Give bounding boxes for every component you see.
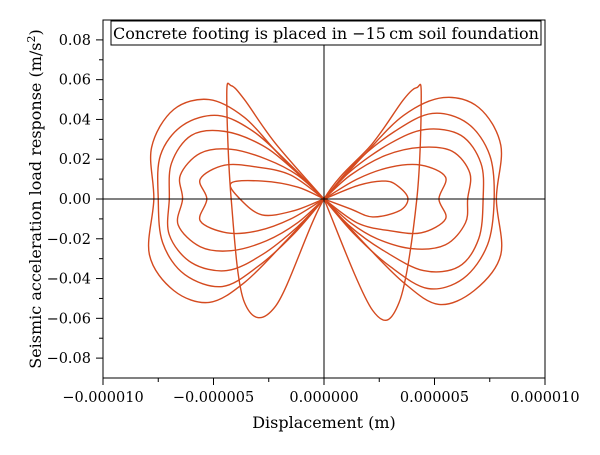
x-axis: −0.000010 −0.000005 0.000000 0.000005 0.0000… <box>62 378 580 406</box>
y-tick-label: −0.08 <box>47 351 91 367</box>
y-tick-label: 0.08 <box>59 33 91 49</box>
y-axis-title-tail: ) <box>26 29 45 35</box>
y-axis-title-main: Seismic acceleration load response (m/s <box>26 42 45 368</box>
y-tick-label: 0.04 <box>59 112 91 128</box>
x-tick-label: 0.000005 <box>400 390 469 406</box>
x-tick-label: −0.000010 <box>62 390 143 406</box>
title-frame <box>110 20 542 46</box>
y-tick-label: 0.02 <box>59 152 91 168</box>
x-tick-label: 0.000010 <box>510 390 579 406</box>
y-tick-label: 0.00 <box>59 192 91 208</box>
y-axis-title: Seismic acceleration load response (m/s2… <box>25 29 45 369</box>
y-axis: 0.08 0.06 0.04 0.02 0.00 −0.02 −0.04 −0.06 −0.08 <box>47 33 103 367</box>
series-loop-1 <box>229 179 409 218</box>
y-tick-label: −0.06 <box>47 311 91 327</box>
y-tick-label: 0.06 <box>59 73 91 89</box>
zero-lines <box>103 20 545 378</box>
chart-title: Concrete footing is placed in −15 cm soi… <box>113 24 539 43</box>
y-axis-title-superscript: 2 <box>25 35 38 42</box>
x-tick-label: 0.000000 <box>289 390 358 406</box>
y-tick-label: −0.04 <box>47 272 91 288</box>
y-tick-label: −0.02 <box>47 232 91 248</box>
x-tick-label: −0.000005 <box>173 390 254 406</box>
x-axis-title: Displacement (m) <box>252 413 396 432</box>
series-curves <box>147 82 503 322</box>
chart-title-box: Concrete footing is placed in −15 cm soi… <box>110 20 542 46</box>
